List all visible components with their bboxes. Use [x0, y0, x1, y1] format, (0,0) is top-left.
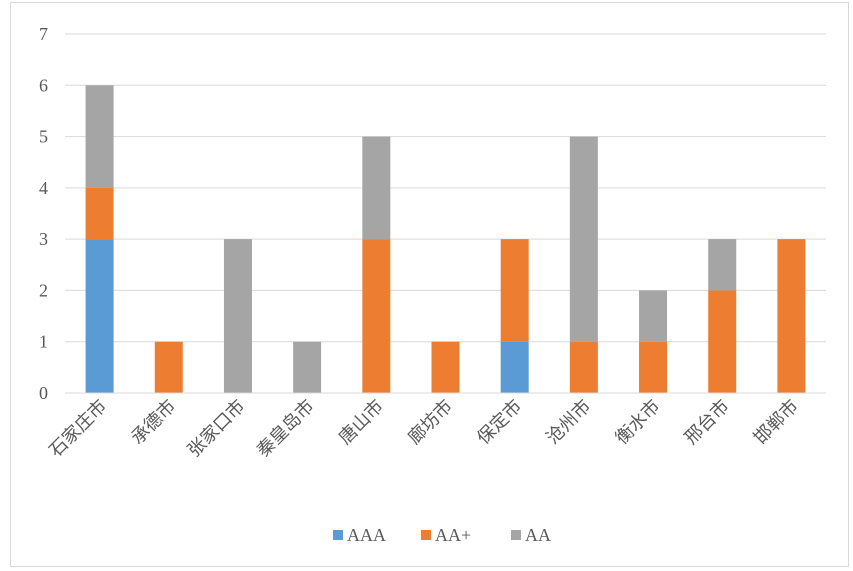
x-category-label: 邢台市 [681, 396, 734, 449]
legend-swatch-AAA [333, 530, 343, 540]
bar-segment-AA-唐山市 [362, 136, 391, 240]
bar-segment-AA-沧州市 [569, 136, 598, 342]
x-category-label: 唐山市 [335, 396, 388, 449]
bar-segment-AA-秦皇岛市 [293, 341, 322, 393]
bar-segment-AA+-衡水市 [639, 341, 668, 393]
bar-segment-AA+-承德市 [154, 341, 183, 393]
y-tick-label-2: 2 [39, 280, 48, 300]
bar-segment-AA-石家庄市 [85, 85, 114, 188]
x-category-label: 石家庄市 [45, 396, 111, 462]
legend-swatch-AA+ [421, 530, 431, 540]
gridlines [65, 33, 826, 343]
bars [85, 85, 806, 393]
bar-segment-AA+-邢台市 [708, 290, 737, 393]
bar-segment-AA+-保定市 [500, 239, 529, 342]
x-category-label: 衡水市 [612, 396, 665, 449]
bar-segment-AA-邢台市 [708, 239, 737, 291]
bar-segment-AA-衡水市 [639, 290, 668, 342]
y-axis-ticks: 0 1 2 3 4 5 6 7 [39, 24, 48, 403]
y-tick-label-1: 1 [39, 332, 48, 352]
y-tick-label-3: 3 [39, 229, 48, 249]
y-tick-label-0: 0 [39, 383, 48, 403]
legend: AAA AA+ AA [333, 525, 551, 545]
bar-segment-AA+-沧州市 [569, 341, 598, 393]
x-category-label: 秦皇岛市 [253, 396, 319, 462]
x-category-label: 张家口市 [184, 396, 250, 462]
y-tick-label-7: 7 [39, 24, 48, 44]
y-tick-label-4: 4 [39, 178, 48, 198]
y-tick-label-5: 5 [39, 127, 48, 147]
legend-label-AA: AA [525, 525, 551, 545]
bar-segment-AAA-石家庄市 [85, 239, 114, 393]
x-axis-labels: 石家庄市 承德市 张家口市 秦皇岛市 唐山市 廊坊市 保定市 沧州市 衡水市 邢台市 邯郸市 [45, 396, 803, 462]
bar-segment-AA-张家口市 [223, 239, 252, 393]
x-category-label: 承德市 [127, 396, 180, 449]
legend-swatch-AA [511, 530, 521, 540]
bar-segment-AA+-唐山市 [362, 239, 391, 393]
bar-segment-AAA-保定市 [500, 341, 529, 393]
bar-segment-AA+-石家庄市 [85, 187, 114, 240]
y-tick-label-6: 6 [39, 75, 48, 95]
x-category-label: 邯郸市 [750, 396, 803, 449]
bar-segment-AA+-廊坊市 [431, 341, 460, 393]
x-category-label: 保定市 [473, 396, 526, 449]
legend-label-AAA: AAA [347, 525, 386, 545]
legend-label-AA+: AA+ [435, 525, 471, 545]
x-category-label: 沧州市 [542, 396, 595, 449]
bar-segment-AA+-邯郸市 [777, 239, 806, 393]
x-category-label: 廊坊市 [404, 396, 457, 449]
